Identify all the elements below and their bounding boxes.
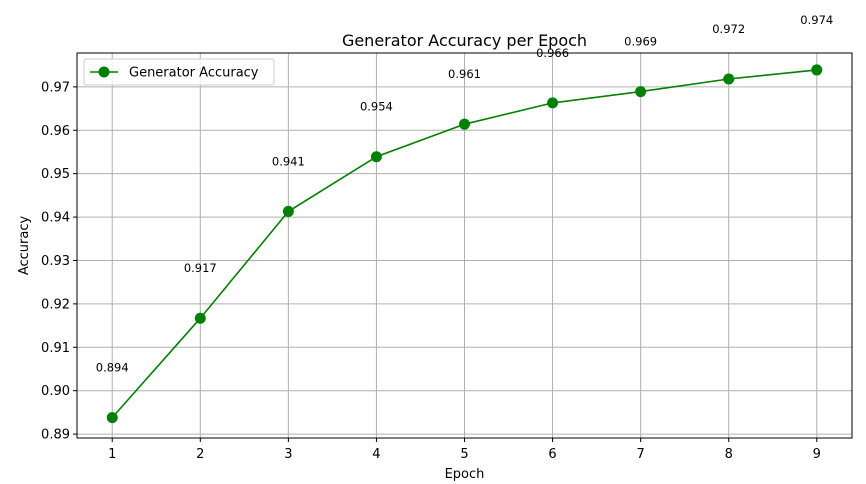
legend-marker-swatch <box>98 66 110 78</box>
x-tick-label: 3 <box>284 447 292 462</box>
data-label: 0.972 <box>712 22 745 36</box>
x-tick-label: 8 <box>725 447 733 462</box>
data-label: 0.961 <box>448 67 481 81</box>
y-tick-label: 0.94 <box>41 211 70 226</box>
data-labels: 0.8940.9170.9410.9540.9610.9660.9690.972… <box>96 13 833 375</box>
x-tick-label: 4 <box>372 447 380 462</box>
data-label: 0.969 <box>624 35 657 49</box>
y-axis-title: Accuracy <box>17 216 32 276</box>
y-tick-label: 0.93 <box>41 254 70 269</box>
data-point <box>370 151 382 163</box>
x-tick-label: 5 <box>460 447 468 462</box>
series-layer <box>106 64 823 424</box>
legend-box <box>83 58 275 86</box>
data-point <box>811 64 823 76</box>
y-tick-label: 0.97 <box>41 80 70 95</box>
x-tick-label: 1 <box>108 447 116 462</box>
data-label: 0.954 <box>360 100 393 114</box>
x-tick-label: 2 <box>196 447 204 462</box>
data-point <box>194 312 206 324</box>
y-tick-label: 0.91 <box>41 341 70 356</box>
y-tick-label: 0.90 <box>41 384 70 399</box>
data-point <box>547 97 559 109</box>
axis-ticks: 1 2 3 4 5 6 7 8 9 0.89 0.90 0.91 0.92 0.93 0.94 0.95 0.9… <box>41 80 821 462</box>
data-point <box>459 118 470 130</box>
x-tick-label: 9 <box>813 447 821 462</box>
x-tick-label: 7 <box>636 447 644 462</box>
data-label: 0.894 <box>96 361 129 375</box>
data-point <box>723 73 735 85</box>
data-point <box>635 86 647 98</box>
y-tick-label: 0.95 <box>41 167 70 182</box>
legend-label: Generator Accuracy <box>129 66 259 81</box>
data-label: 0.917 <box>184 261 217 275</box>
data-label: 0.974 <box>800 13 833 27</box>
y-tick-label: 0.89 <box>41 428 70 443</box>
y-tick-label: 0.92 <box>41 297 70 312</box>
chart-title: Generator Accuracy per Epoch <box>342 31 587 50</box>
data-point <box>106 412 118 424</box>
y-tick-label: 0.96 <box>41 124 70 139</box>
x-tick-label: 6 <box>548 447 556 462</box>
data-point <box>282 205 294 217</box>
data-label: 0.941 <box>272 154 305 168</box>
grid-lines <box>77 53 852 438</box>
x-axis-title: Epoch <box>445 467 485 482</box>
legend: Generator Accuracy <box>83 58 275 86</box>
